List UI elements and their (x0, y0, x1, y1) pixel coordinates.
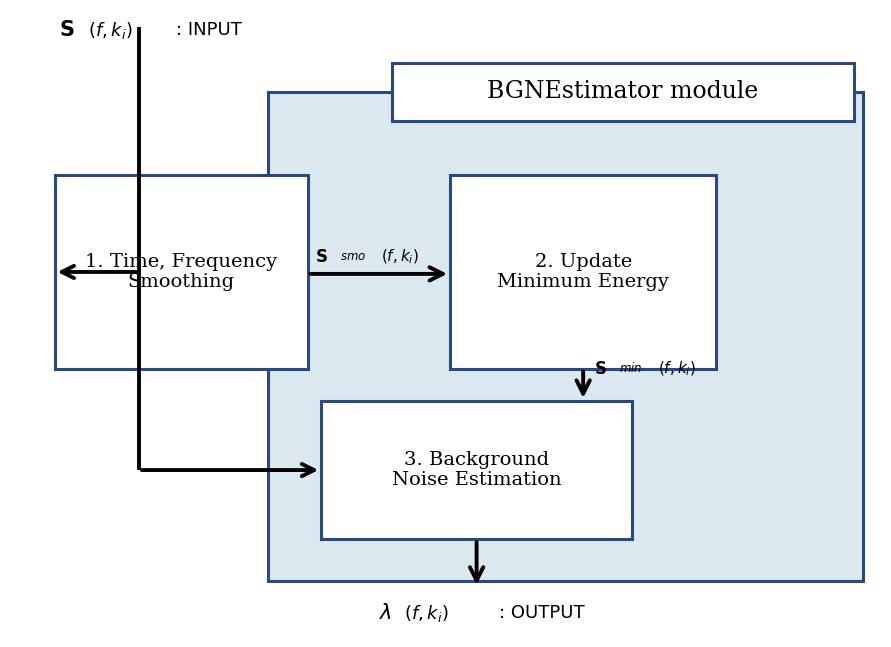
Text: BGNEstimator module: BGNEstimator module (487, 80, 759, 103)
Text: $\mathbf{S}$: $\mathbf{S}$ (593, 361, 607, 378)
Text: $(f, k_i)$: $(f, k_i)$ (404, 603, 448, 624)
Text: $\mathit{smo}$: $\mathit{smo}$ (339, 250, 366, 263)
Text: 1. Time, Frequency
Smoothing: 1. Time, Frequency Smoothing (86, 252, 277, 291)
Text: $(f, k_i)$: $(f, k_i)$ (87, 20, 132, 41)
Text: $(f, k_i)$: $(f, k_i)$ (380, 248, 419, 266)
Text: 3. Background
Noise Estimation: 3. Background Noise Estimation (392, 451, 561, 490)
Bar (54, 175, 307, 369)
Text: $\mathbf{S}$: $\mathbf{S}$ (59, 20, 75, 40)
Text: $\lambda$: $\lambda$ (379, 604, 392, 624)
Bar (268, 92, 863, 581)
Text: $(f, k_i)$: $(f, k_i)$ (658, 360, 696, 378)
Bar (392, 63, 854, 120)
Text: $\mathit{min}$: $\mathit{min}$ (618, 361, 642, 375)
Text: $\mathbf{S}$: $\mathbf{S}$ (315, 249, 328, 266)
Bar (450, 175, 716, 369)
Text: : INPUT: : INPUT (176, 21, 242, 39)
Text: : OUTPUT: : OUTPUT (499, 604, 584, 622)
Bar (321, 400, 632, 540)
Text: 2. Update
Minimum Energy: 2. Update Minimum Energy (497, 252, 669, 291)
